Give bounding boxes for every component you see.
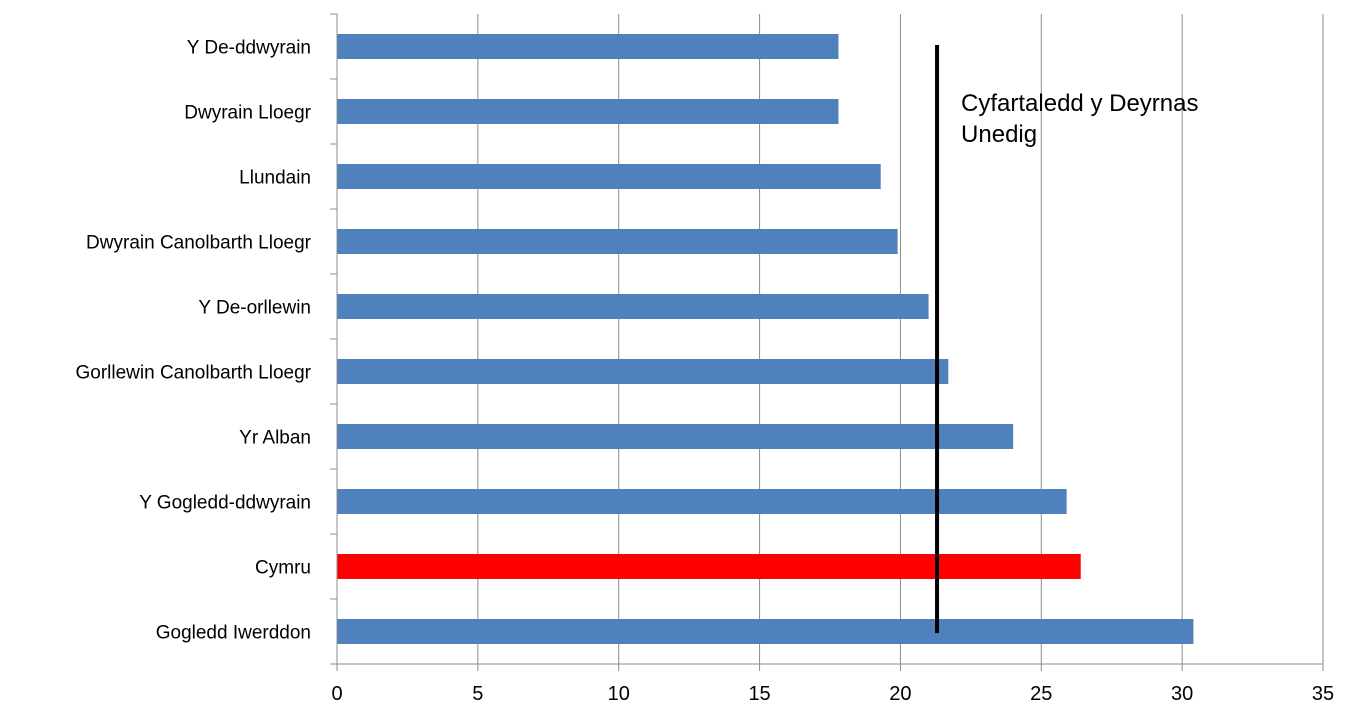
x-tick-label: 5 xyxy=(472,683,483,705)
x-tick-label: 25 xyxy=(1030,683,1052,705)
bar-3 xyxy=(337,229,898,254)
x-tick-label: 15 xyxy=(748,683,770,705)
x-tick-label: 30 xyxy=(1171,683,1193,705)
reference-line-label: Cyfartaledd y Deyrnas xyxy=(961,90,1198,117)
bar-5 xyxy=(337,359,949,384)
x-tick-label: 35 xyxy=(1312,683,1334,705)
category-label: Gogledd Iwerddon xyxy=(156,623,311,644)
bar-4 xyxy=(337,294,929,319)
category-label: Cymru xyxy=(255,558,311,579)
bar-9 xyxy=(337,619,1194,644)
category-label: Yr Alban xyxy=(239,428,311,449)
category-label: Y Gogledd-ddwyrain xyxy=(139,493,311,514)
labels-layer: 0 5 10 15 20 25 30 35 Y De-ddwyrain Dwyrain Lloeg… xyxy=(75,38,1334,706)
x-tick-label: 20 xyxy=(889,683,911,705)
category-label: Dwyrain Canolbarth Lloegr xyxy=(86,233,312,254)
reference-line-label: Unedig xyxy=(961,121,1037,148)
bar-1 xyxy=(337,99,839,124)
x-tick-label: 10 xyxy=(608,683,630,705)
bar-7 xyxy=(337,489,1067,514)
axis-layer xyxy=(330,13,1324,671)
x-tick-label: 0 xyxy=(331,683,342,705)
bar-0 xyxy=(337,34,839,59)
category-label: Dwyrain Lloegr xyxy=(184,103,311,124)
category-label: Y De-orllewin xyxy=(198,298,311,319)
bar-2 xyxy=(337,164,881,189)
category-label: Gorllewin Canolbarth Lloegr xyxy=(75,363,311,384)
bar-8 xyxy=(337,554,1081,579)
category-label: Y De-ddwyrain xyxy=(187,38,311,59)
reference-layer: Cyfartaledd y Deyrnas Unedig xyxy=(935,45,1198,633)
bars-layer xyxy=(337,34,1194,644)
category-label: Llundain xyxy=(239,168,311,189)
bar-6 xyxy=(337,424,1014,449)
